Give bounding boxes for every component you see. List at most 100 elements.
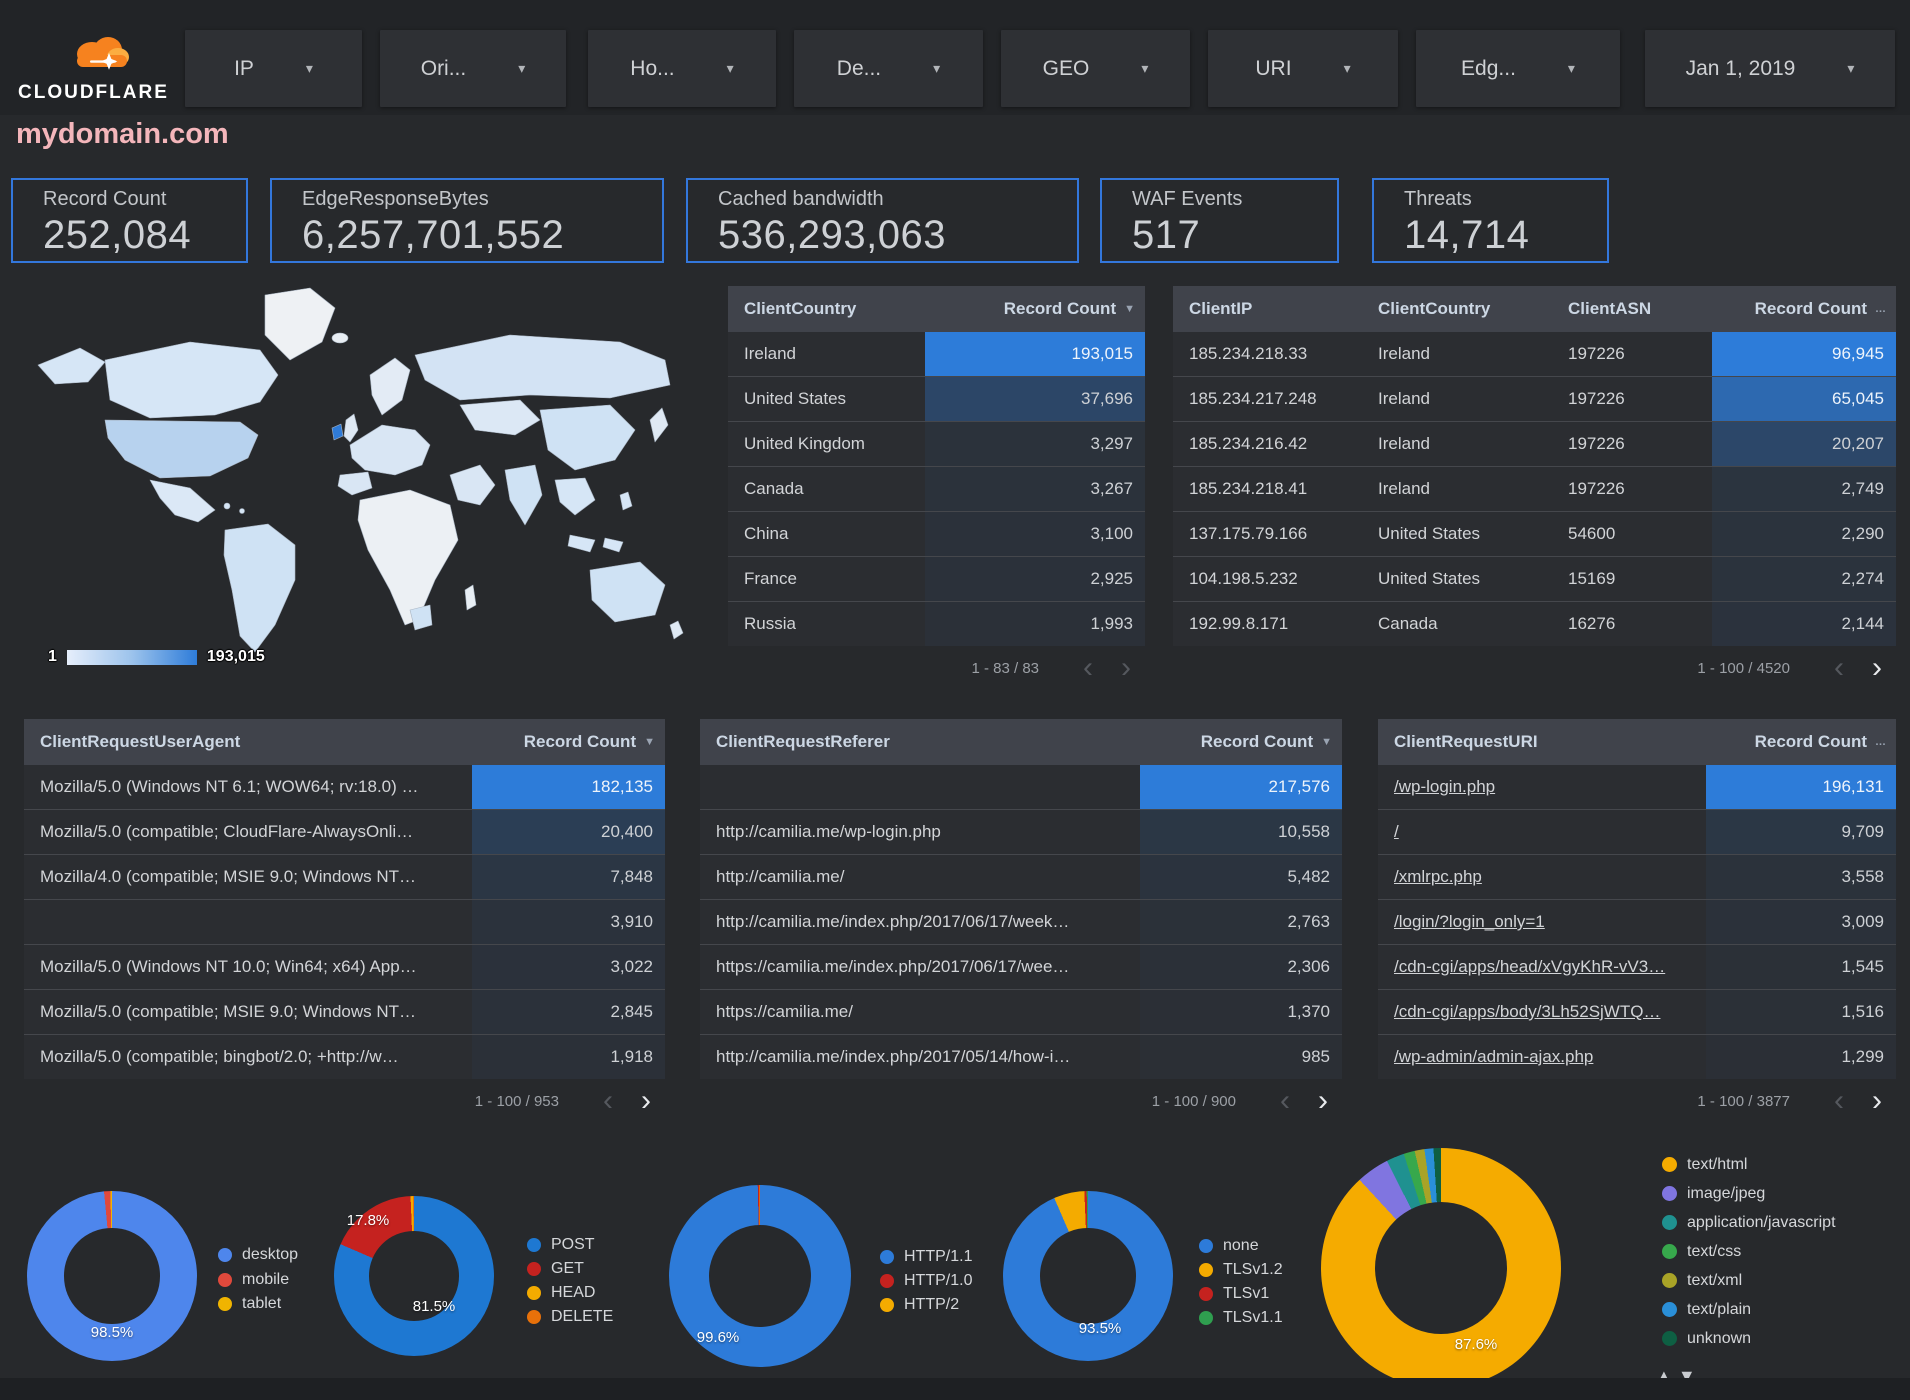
table-row[interactable]: Mozilla/5.0 (compatible; MSIE 9.0; Windo… xyxy=(24,989,665,1034)
legend-item[interactable]: TLSv1.1 xyxy=(1199,1306,1283,1330)
column-header[interactable]: ClientRequestURI xyxy=(1394,732,1538,751)
table-row[interactable]: https://camilia.me/index.php/2017/06/17/… xyxy=(700,944,1342,989)
column-header[interactable]: ClientRequestReferer xyxy=(716,732,890,751)
legend-item[interactable]: HTTP/2 xyxy=(880,1293,972,1317)
table-row[interactable]: 185.234.218.41 Ireland 197226 2,749 xyxy=(1173,466,1896,511)
table-row[interactable]: 104.198.5.232 United States 15169 2,274 xyxy=(1173,556,1896,601)
legend-color-dot xyxy=(1662,1331,1677,1346)
table-row[interactable]: http://camilia.me/5,482 xyxy=(700,854,1342,899)
column-header[interactable]: ClientCountry xyxy=(1378,299,1491,318)
legend-item[interactable]: none xyxy=(1199,1234,1283,1258)
legend-item[interactable]: image/jpeg xyxy=(1662,1179,1836,1208)
legend-item[interactable]: application/javascript xyxy=(1662,1208,1836,1237)
table-row[interactable]: http://camilia.me/index.php/2017/06/17/w… xyxy=(700,899,1342,944)
table-row[interactable]: 137.175.79.166 United States 54600 2,290 xyxy=(1173,511,1896,556)
column-header[interactable]: ClientCountry xyxy=(744,299,857,318)
table-row[interactable]: /cdn-cgi/apps/head/xVgyKhR-vV3… 1,545 xyxy=(1378,944,1896,989)
caret-down-icon: ▾ xyxy=(305,60,313,76)
table-row[interactable]: /wp-admin/admin-ajax.php 1,299 xyxy=(1378,1034,1896,1079)
table-row[interactable]: /xmlrpc.php 3,558 xyxy=(1378,854,1896,899)
table-row[interactable]: 3,910 xyxy=(24,899,665,944)
chevron-right-icon[interactable]: › xyxy=(641,1084,651,1117)
chevron-right-icon[interactable]: › xyxy=(1318,1084,1328,1117)
column-header-record-count[interactable]: Record Count… xyxy=(1706,732,1896,752)
table-row[interactable]: Mozilla/5.0 (Windows NT 6.1; WOW64; rv:1… xyxy=(24,765,665,809)
table-row[interactable]: /cdn-cgi/apps/body/3Lh52SjWTQ… 1,516 xyxy=(1378,989,1896,1034)
table-row[interactable]: /wp-login.php 196,131 xyxy=(1378,765,1896,809)
donut-chart-2[interactable]: 99.6% xyxy=(669,1185,851,1367)
table-row[interactable]: Ireland 193,015 xyxy=(728,332,1145,376)
column-header-record-count[interactable]: Record Count ▼ xyxy=(925,299,1145,319)
cell-text: 192.99.8.171 xyxy=(1189,614,1289,633)
column-header[interactable]: ClientRequestUserAgent xyxy=(40,732,241,751)
column-header-record-count[interactable]: Record Count ▼ xyxy=(472,732,665,752)
uri-link[interactable]: /login/?login_only=1 xyxy=(1394,912,1545,931)
legend-item[interactable]: POST xyxy=(527,1233,613,1257)
legend-item[interactable]: HTTP/1.1 xyxy=(880,1245,972,1269)
table-row[interactable]: Mozilla/5.0 (Windows NT 10.0; Win64; x64… xyxy=(24,944,665,989)
table-row[interactable]: Mozilla/5.0 (compatible; bingbot/2.0; +h… xyxy=(24,1034,665,1079)
table-row[interactable]: Russia 1,993 xyxy=(728,601,1145,646)
record-count-cell: 20,207 xyxy=(1712,422,1896,466)
legend-item[interactable]: mobile xyxy=(218,1268,298,1293)
table-row[interactable]: France 2,925 xyxy=(728,556,1145,601)
world-map-chart[interactable]: 1 193,015 xyxy=(10,280,690,670)
legend-item[interactable]: text/plain xyxy=(1662,1295,1836,1324)
chevron-right-icon[interactable]: › xyxy=(1872,1084,1882,1117)
table-row[interactable]: 192.99.8.171 Canada 16276 2,144 xyxy=(1173,601,1896,646)
uri-link[interactable]: /wp-admin/admin-ajax.php xyxy=(1394,1047,1594,1066)
filter-ori[interactable]: Ori... ▾ xyxy=(380,30,566,107)
table-row[interactable]: /login/?login_only=1 3,009 xyxy=(1378,899,1896,944)
table-row[interactable]: United Kingdom 3,297 xyxy=(728,421,1145,466)
legend-item[interactable]: text/css xyxy=(1662,1237,1836,1266)
donut-chart-3[interactable]: 93.5% xyxy=(1003,1191,1173,1361)
table-row[interactable]: / 9,709 xyxy=(1378,809,1896,854)
table-row[interactable]: http://camilia.me/wp-login.php 10,558 xyxy=(700,809,1342,854)
table-row[interactable]: 185.234.218.33 Ireland 197226 96,945 xyxy=(1173,332,1896,376)
uri-link[interactable]: / xyxy=(1394,822,1399,841)
legend-item[interactable]: DELETE xyxy=(527,1305,613,1329)
filter-uri[interactable]: URI ▾ xyxy=(1208,30,1398,107)
table-row[interactable]: Mozilla/4.0 (compatible; MSIE 9.0; Windo… xyxy=(24,854,665,899)
table-cell: 192.99.8.171 xyxy=(1173,602,1362,646)
table-row[interactable]: 217,576 xyxy=(700,765,1342,809)
table-row[interactable]: United States 37,696 xyxy=(728,376,1145,421)
column-header-record-count[interactable]: Record Count ▼ xyxy=(1140,732,1342,752)
legend-item[interactable]: tablet xyxy=(218,1292,298,1317)
filter-ho[interactable]: Ho... ▾ xyxy=(588,30,776,107)
legend-item[interactable]: TLSv1 xyxy=(1199,1282,1283,1306)
table-row[interactable]: China 3,100 xyxy=(728,511,1145,556)
legend-item[interactable]: HEAD xyxy=(527,1281,613,1305)
legend-item[interactable]: GET xyxy=(527,1257,613,1281)
legend-item[interactable]: text/html xyxy=(1662,1150,1836,1179)
uri-link[interactable]: /wp-login.php xyxy=(1394,777,1496,796)
legend-item[interactable]: TLSv1.2 xyxy=(1199,1258,1283,1282)
table-row[interactable]: 185.234.216.42 Ireland 197226 20,207 xyxy=(1173,421,1896,466)
uri-link[interactable]: /cdn-cgi/apps/head/xVgyKhR-vV3… xyxy=(1394,957,1666,976)
chevron-right-icon[interactable]: › xyxy=(1872,651,1882,684)
filter-ip[interactable]: IP ▾ xyxy=(185,30,362,107)
table-row[interactable]: http://camilia.me/index.php/2017/05/14/h… xyxy=(700,1034,1342,1079)
table-row[interactable]: 185.234.217.248 Ireland 197226 65,045 xyxy=(1173,376,1896,421)
legend-item[interactable]: desktop xyxy=(218,1243,298,1268)
legend-item[interactable]: text/xml xyxy=(1662,1266,1836,1295)
date-range-filter[interactable]: Jan 1, 2019 ▾ xyxy=(1645,30,1895,107)
table-row[interactable]: Canada 3,267 xyxy=(728,466,1145,511)
table-row[interactable]: https://camilia.me/1,370 xyxy=(700,989,1342,1034)
donut-chart-4[interactable]: 87.6% xyxy=(1321,1148,1561,1388)
table-row[interactable]: Mozilla/5.0 (compatible; CloudFlare-Alwa… xyxy=(24,809,665,854)
column-header[interactable]: ClientASN xyxy=(1568,299,1652,318)
map-color-legend: 1 193,015 xyxy=(48,648,265,666)
uri-link[interactable]: /xmlrpc.php xyxy=(1394,867,1482,886)
legend-item[interactable]: unknown xyxy=(1662,1324,1836,1353)
filter-de[interactable]: De... ▾ xyxy=(794,30,983,107)
donut-chart-0[interactable]: 98.5% xyxy=(27,1191,197,1361)
legend-item[interactable]: HTTP/1.0 xyxy=(880,1269,972,1293)
donut-chart-1[interactable]: 17.8% 81.5% xyxy=(334,1196,494,1356)
column-header[interactable]: ClientIP xyxy=(1189,299,1253,318)
filter-geo[interactable]: GEO ▾ xyxy=(1001,30,1190,107)
column-header-record-count[interactable]: Record Count… xyxy=(1712,299,1896,319)
filter-edg[interactable]: Edg... ▾ xyxy=(1416,30,1620,107)
uri-link[interactable]: /cdn-cgi/apps/body/3Lh52SjWTQ… xyxy=(1394,1002,1661,1021)
table-cell: 54600 xyxy=(1552,512,1712,556)
